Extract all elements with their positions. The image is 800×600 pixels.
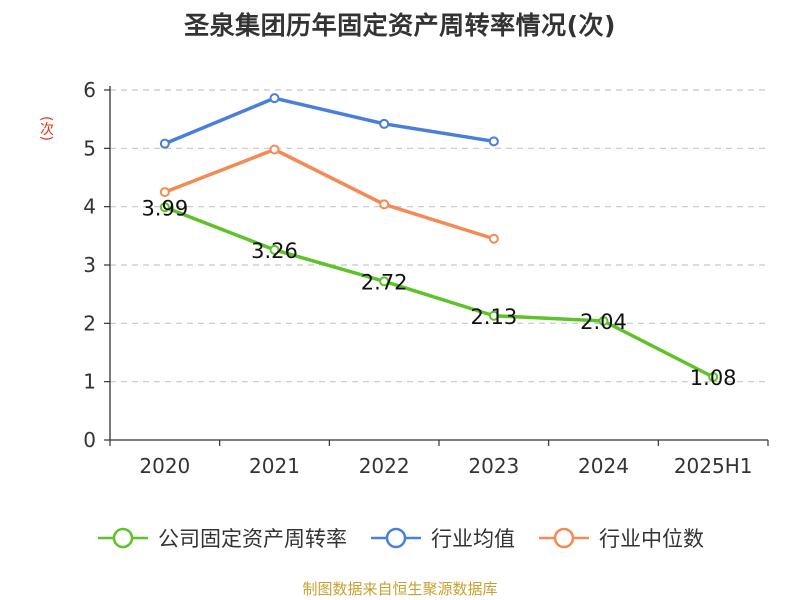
data-point	[269, 144, 280, 155]
legend-label-industry-median: 行业中位数	[599, 527, 704, 551]
data-point	[159, 138, 170, 149]
data-point	[708, 372, 719, 382]
series-line-2	[163, 147, 496, 241]
x-tick-label: 2025H1	[674, 454, 753, 478]
data-point	[269, 244, 280, 255]
data-point	[379, 118, 390, 129]
legend-line-marker-icon	[98, 527, 148, 549]
data-point	[379, 276, 390, 287]
legend-label-industry-average: 行业均值	[431, 527, 515, 551]
x-tick-label: 2021	[249, 454, 300, 478]
chart-legend: 公司固定资产周转率 行业均值 行业中位数	[0, 520, 800, 556]
data-point	[488, 136, 499, 147]
y-tick-label: 1	[83, 370, 96, 394]
y-axis-unit-label: (次)	[38, 115, 54, 141]
legend-item-company[interactable]: 公司固定资产周转率	[96, 523, 347, 553]
data-label: 2.72	[361, 270, 408, 294]
y-tick-label: 4	[83, 195, 96, 219]
y-tick-label: 3	[83, 253, 96, 277]
series-line-0	[163, 205, 715, 379]
chart-title: 圣泉集团历年固定资产周转率情况(次)	[184, 11, 616, 40]
data-point	[488, 233, 499, 244]
series-line-1	[163, 96, 496, 146]
y-tick-label: 2	[83, 311, 96, 335]
data-point	[269, 93, 280, 104]
data-label: 1.08	[690, 366, 737, 390]
x-tick-label: 2024	[578, 454, 629, 478]
data-point	[488, 310, 499, 321]
x-tick-label: 2020	[139, 454, 190, 478]
data-point	[159, 202, 170, 213]
legend-item-industry-median[interactable]: 行业中位数	[537, 523, 704, 553]
data-point	[598, 316, 609, 326]
data-label: 3.26	[251, 239, 298, 263]
data-point	[159, 187, 170, 198]
legend-label-company: 公司固定资产周转率	[158, 527, 347, 551]
legend-item-industry-average[interactable]: 行业均值	[369, 523, 515, 553]
legend-line-marker-icon	[371, 527, 421, 549]
x-tick-label: 2023	[468, 454, 519, 478]
y-tick-label: 0	[83, 428, 96, 452]
data-label: 2.13	[470, 305, 517, 329]
data-label: 3.99	[141, 196, 188, 220]
legend-line-marker-icon	[539, 527, 589, 549]
x-tick-label: 2022	[359, 454, 410, 478]
data-source-note: 制图数据来自恒生聚源数据库	[302, 580, 498, 598]
y-tick-label: 6	[83, 78, 96, 102]
data-label: 2.04	[580, 310, 627, 334]
data-point	[379, 199, 390, 210]
y-tick-label: 5	[83, 136, 96, 160]
